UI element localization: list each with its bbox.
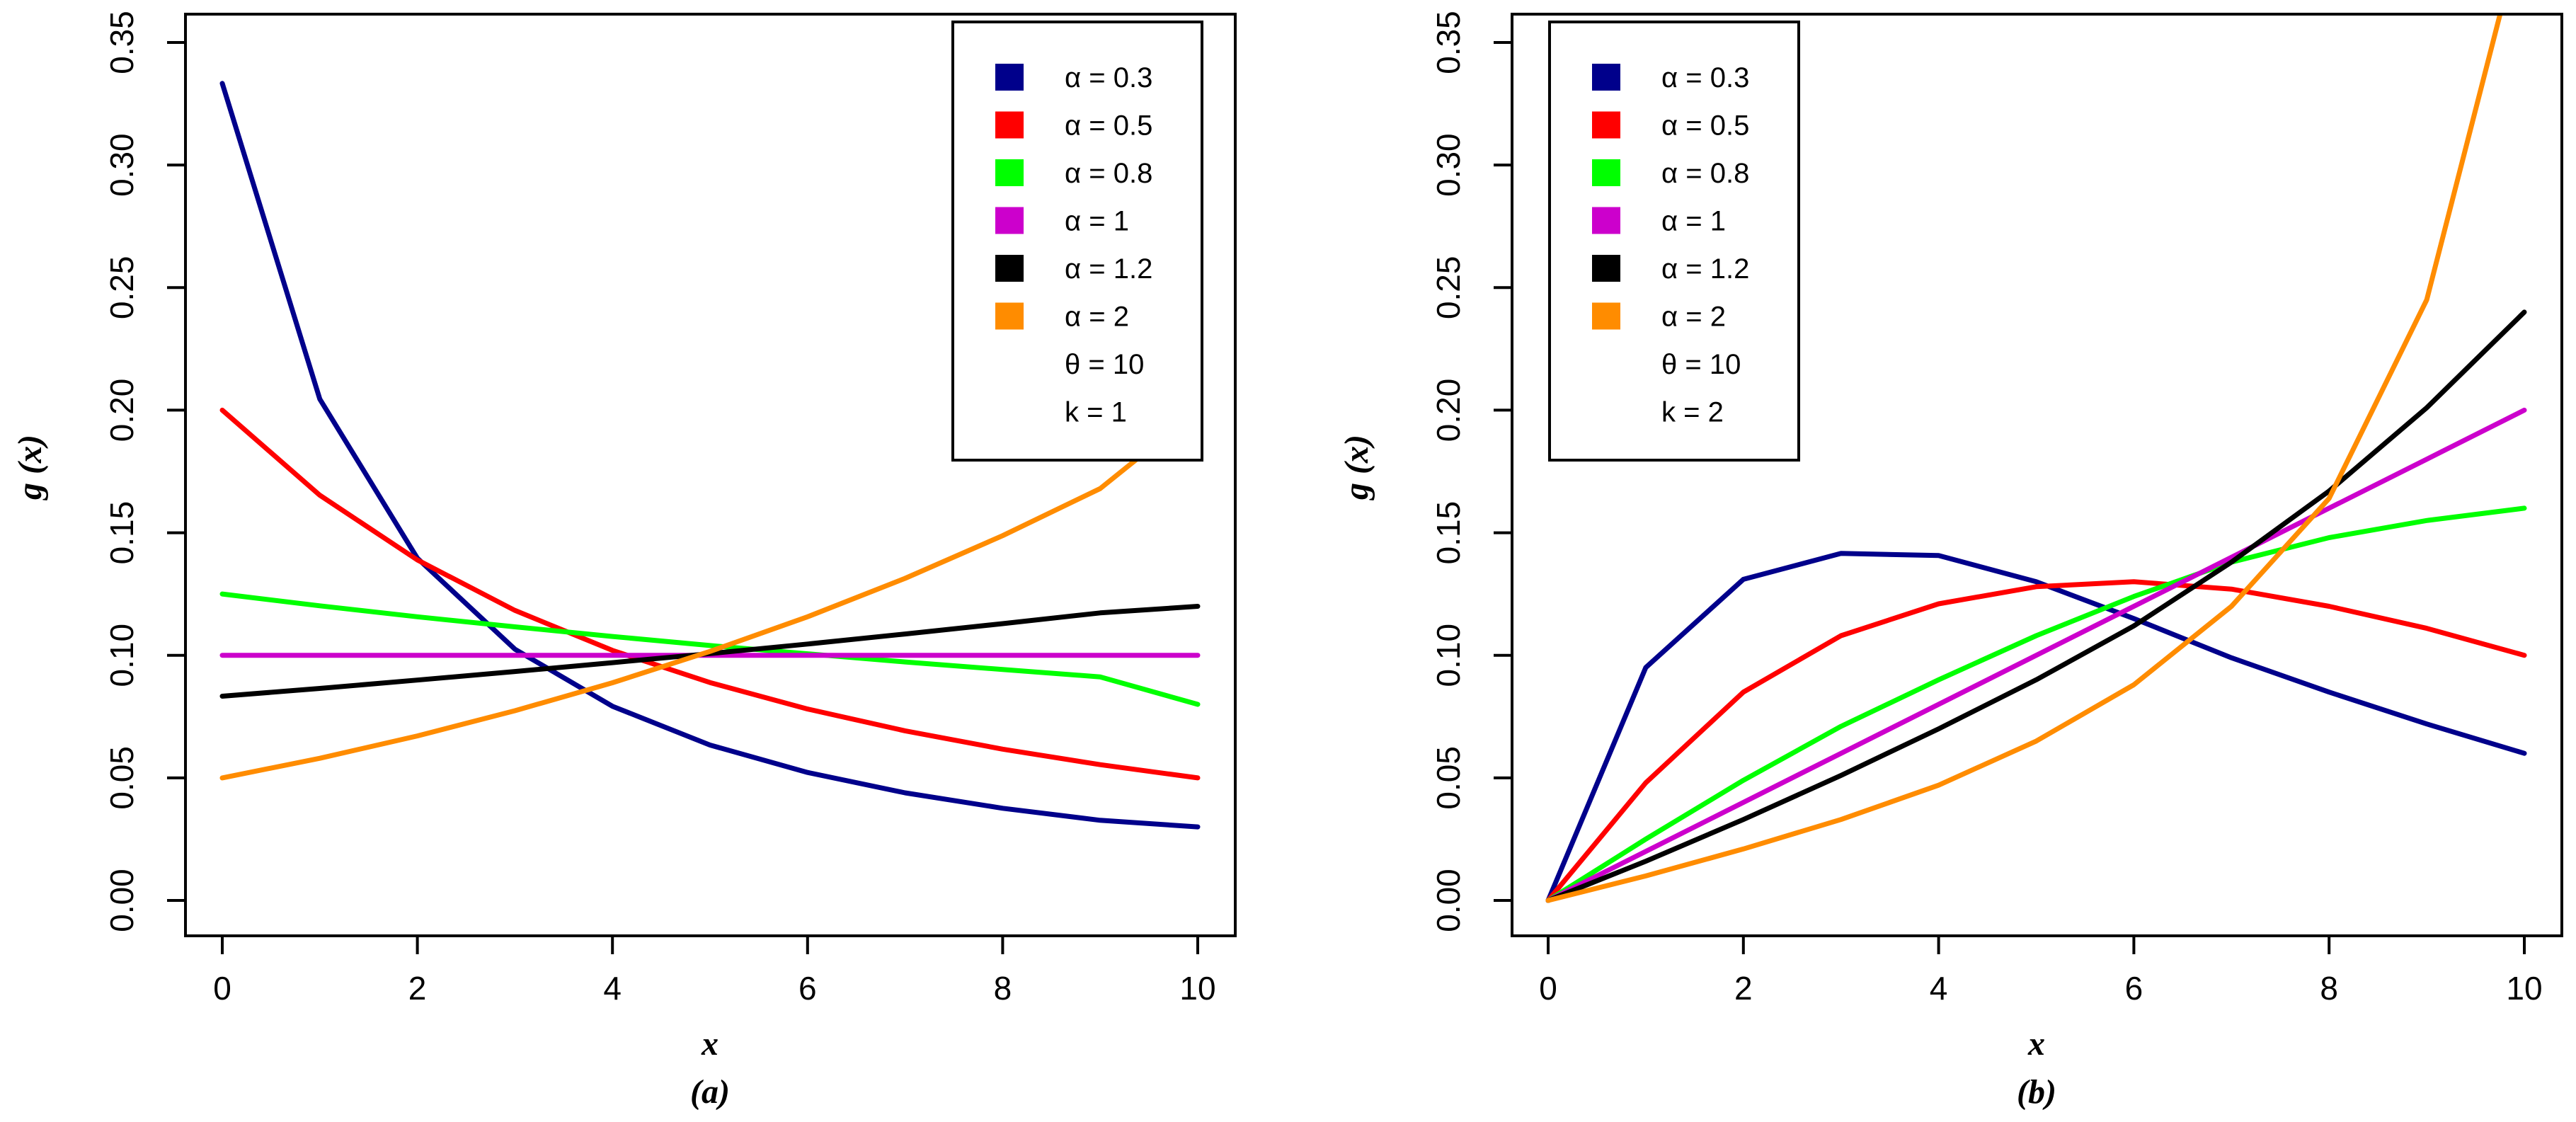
legend-label: α = 0.3 — [1661, 62, 1749, 93]
series-line — [1545, 407, 2527, 903]
series-line — [1545, 551, 2527, 903]
x-tick-label: 6 — [798, 970, 817, 1007]
x-axis-label: x — [2027, 1025, 2045, 1063]
legend-swatch — [995, 302, 1024, 330]
legend-swatch — [995, 207, 1024, 234]
x-tick-label: 8 — [2320, 970, 2338, 1007]
y-axis-label: g (x) — [1338, 435, 1375, 500]
y-tick-label: 0.25 — [103, 256, 140, 320]
legend-swatch — [1592, 207, 1620, 234]
y-tick-label: 0.25 — [1430, 256, 1467, 320]
x-tick-label: 2 — [1734, 970, 1753, 1007]
legend-swatch — [995, 159, 1024, 186]
legend-label: θ = 10 — [1661, 349, 1741, 380]
series-line — [1545, 14, 2503, 903]
series-line — [219, 591, 1201, 707]
x-axis-label: x — [701, 1025, 719, 1063]
legend-swatch — [995, 111, 1024, 139]
chart-b: 0 2 4 6 8 10 0.00 0.05 0.10 0.15 0.20 0.25 0.30 0.35 x… — [1338, 11, 2563, 1111]
series-group — [219, 81, 1201, 830]
legend-label: α = 2 — [1065, 302, 1129, 333]
y-tick-label: 0.00 — [103, 869, 140, 932]
legend-box — [1548, 21, 1800, 462]
legend-label: α = 0.8 — [1065, 158, 1152, 189]
legend-swatch — [1592, 159, 1620, 186]
legend-label: α = 0.8 — [1661, 158, 1749, 189]
legend-label: k = 2 — [1661, 397, 1724, 428]
panel-caption: (b) — [2017, 1073, 2056, 1111]
legend-swatch — [995, 255, 1024, 282]
legend-label: α = 2 — [1661, 302, 1726, 333]
legend-box — [951, 21, 1203, 462]
x-tick-label: 8 — [994, 970, 1012, 1007]
legend-label: α = 1 — [1065, 206, 1129, 237]
y-tick-label: 0.15 — [103, 501, 140, 565]
legend: α = 0.3 α = 0.5 α = 0.8 α = 1 α = 1.2 α = 2 θ … — [951, 21, 1203, 462]
series-line — [219, 81, 1201, 830]
x-tick-label: 10 — [2506, 970, 2542, 1007]
legend-label: α = 1.2 — [1065, 253, 1152, 285]
y-axis-label: g (x) — [11, 435, 49, 500]
legend-swatch — [1592, 64, 1620, 91]
y-tick-label: 0.10 — [1430, 624, 1467, 687]
x-tick-label: 0 — [213, 970, 231, 1007]
legend-label: α = 0.5 — [1065, 110, 1152, 142]
x-tick-label: 4 — [1930, 970, 1948, 1007]
y-tick-label: 0.15 — [1430, 501, 1467, 565]
legend-label: θ = 10 — [1065, 349, 1144, 380]
legend-swatch — [995, 64, 1024, 91]
series-line — [1545, 505, 2527, 903]
y-tick-label: 0.05 — [103, 746, 140, 810]
series-group — [1545, 14, 2527, 903]
x-tick-label: 4 — [603, 970, 622, 1007]
plot-frame — [1511, 13, 2563, 937]
y-tick-label: 0.30 — [103, 133, 140, 197]
y-tick-label: 0.00 — [1430, 869, 1467, 932]
chart-a: 0 2 4 6 8 10 0.00 0.05 0.10 0.15 0.20 0.25 0.30 0.35 x… — [11, 11, 1237, 1111]
legend-swatch — [1592, 111, 1620, 139]
y-tick-label: 0.05 — [1430, 746, 1467, 810]
x-tick-label: 0 — [1539, 970, 1557, 1007]
legend-label: α = 1 — [1661, 206, 1726, 237]
legend: α = 0.3 α = 0.5 α = 0.8 α = 1 α = 1.2 α = 2 θ … — [1548, 21, 1800, 462]
legend-label: α = 0.3 — [1065, 62, 1152, 93]
legend-swatch — [1592, 302, 1620, 330]
series-line — [1545, 579, 2527, 903]
legend-label: α = 1.2 — [1661, 253, 1749, 285]
legend-label: k = 1 — [1065, 397, 1127, 428]
panel-caption: (a) — [690, 1073, 730, 1111]
x-tick-label: 6 — [2125, 970, 2143, 1007]
y-tick-label: 0.30 — [1430, 133, 1467, 197]
series-line — [219, 407, 1201, 781]
y-tick-label: 0.20 — [1430, 379, 1467, 442]
y-tick-label: 0.10 — [103, 624, 140, 687]
series-line — [1545, 309, 2527, 903]
legend-label: α = 0.5 — [1661, 110, 1749, 142]
plot-frame — [184, 13, 1237, 937]
x-tick-label: 10 — [1179, 970, 1215, 1007]
y-tick-label: 0.35 — [1430, 11, 1467, 74]
y-tick-label: 0.35 — [103, 11, 140, 74]
legend-swatch — [1592, 255, 1620, 282]
x-tick-label: 2 — [408, 970, 427, 1007]
y-tick-label: 0.20 — [103, 379, 140, 442]
series-line — [219, 407, 1201, 781]
